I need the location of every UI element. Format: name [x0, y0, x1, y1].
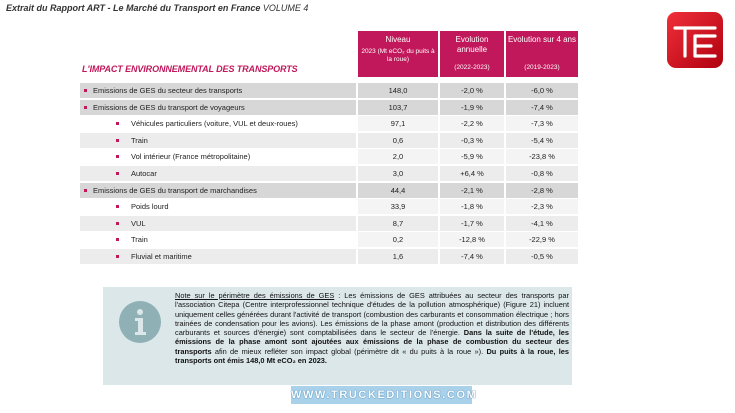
table-cell: -2,8 % — [506, 182, 578, 198]
table-cell: 33,9 — [358, 199, 438, 215]
row-label: Emissions de GES du transport de marchan… — [93, 185, 257, 195]
table-cell: -7,3 % — [506, 116, 578, 132]
table-cell: 1,6 — [358, 249, 438, 264]
table-cell: -2,1 % — [440, 182, 504, 198]
table-cell: -5,4 % — [506, 132, 578, 148]
note-body: afin de mieux refléter son impact global… — [211, 346, 487, 356]
table-cell: 103,7 — [358, 99, 438, 115]
table-cell: -23,8 % — [506, 149, 578, 165]
row-background — [80, 99, 356, 115]
table-cell: -2,3 % — [506, 199, 578, 215]
row-label: Véhicules particuliers (voiture, VUL et … — [131, 119, 298, 129]
table-cell: -1,9 % — [440, 99, 504, 115]
row-background — [80, 215, 356, 231]
bullet — [84, 105, 87, 109]
row-label: Train — [131, 135, 148, 145]
table-cell: -2,0 % — [440, 83, 504, 98]
row-background — [80, 116, 356, 132]
note-body: : Les émissions de GES attribuées au sec… — [175, 291, 569, 338]
table-cell: -12,8 % — [440, 232, 504, 248]
row-label: Fluvial et maritime — [131, 252, 192, 261]
table-cell: -6,0 % — [506, 83, 578, 98]
row-label: Emissions de GES du secteur des transpor… — [93, 86, 243, 95]
table-title: L'IMPACT ENVIRONNEMENTAL DES TRANSPORTS — [82, 64, 298, 74]
table-cell: -0,8 % — [506, 166, 578, 181]
info-icon — [119, 301, 161, 343]
logo — [667, 12, 723, 68]
row-label: Poids lourd — [131, 202, 169, 212]
column-title: Niveau — [385, 35, 411, 44]
table-cell: -1,8 % — [440, 199, 504, 215]
bullet — [84, 188, 87, 192]
row-background — [80, 249, 356, 264]
table-cell: 3,0 — [358, 166, 438, 181]
header: Extrait du Rapport ART - Le Marché du Tr… — [6, 3, 308, 13]
table-cell: +6,4 % — [440, 166, 504, 181]
column-title: Evolution annuelle — [455, 35, 489, 54]
row-background — [80, 199, 356, 215]
column-header: Evolution sur 4 ans (2019-2023) — [506, 31, 578, 77]
table-cell: -7,4 % — [506, 99, 578, 115]
note-text: Note sur le périmètre des émissions de G… — [175, 291, 569, 365]
column-header: Evolution annuelle (2022-2023) — [440, 31, 504, 77]
bullet — [116, 221, 119, 225]
table-cell: -1,7 % — [440, 215, 504, 231]
table-cell: -22,9 % — [506, 232, 578, 248]
bullet — [116, 255, 119, 258]
bullet — [116, 205, 119, 209]
bullet — [84, 89, 87, 92]
table-cell: -4,1 % — [506, 215, 578, 231]
header-volume: VOLUME 4 — [262, 3, 309, 13]
column-title: Evolution sur 4 ans — [507, 35, 577, 44]
column-subtitle: 2023 (Mt eCO₂ du puits à la roue) — [361, 48, 435, 63]
table-cell: -7,4 % — [440, 249, 504, 264]
table-cell: 0,2 — [358, 232, 438, 248]
bullet — [116, 155, 119, 159]
table-cell: -0,5 % — [506, 249, 578, 264]
row-background — [80, 132, 356, 148]
row-background — [80, 166, 356, 181]
column-header: Niveau 2023 (Mt eCO₂ du puits à la roue) — [358, 31, 438, 77]
table-cell: 44,4 — [358, 182, 438, 198]
row-background — [80, 83, 356, 98]
table-cell: 0,6 — [358, 132, 438, 148]
row-background — [80, 149, 356, 165]
row-label: Vol intérieur (France métropolitaine) — [131, 152, 251, 162]
table-cell: 148,0 — [358, 83, 438, 98]
row-background — [80, 232, 356, 248]
table-cell: 2,0 — [358, 149, 438, 165]
table-cell: -2,2 % — [440, 116, 504, 132]
bullet — [116, 122, 119, 126]
note-box — [103, 287, 572, 385]
row-label: VUL — [131, 218, 146, 228]
row-background — [80, 182, 356, 198]
column-subtitle: (2022-2023) — [454, 64, 490, 71]
watermark: WWW.TRUCKEDITIONS.COM — [291, 386, 476, 404]
bullet — [116, 138, 119, 142]
note-bold: Du puits à la roue, les transports ont é… — [175, 346, 570, 366]
table-cell: -5,9 % — [440, 149, 504, 165]
row-label: Emissions de GES du transport de voyageu… — [93, 102, 245, 112]
bullet — [116, 238, 119, 242]
row-label: Autocar — [131, 169, 157, 178]
note-bold: Dans la suite de l'étude, les émissions … — [175, 328, 569, 356]
table-cell: 97,1 — [358, 116, 438, 132]
note-lead: Note sur le périmètre des émissions de G… — [175, 291, 335, 300]
table-cell: -0,3 % — [440, 132, 504, 148]
header-title: Extrait du Rapport ART - Le Marché du Tr… — [6, 3, 261, 13]
row-label: Train — [131, 235, 148, 245]
table-cell: 8,7 — [358, 215, 438, 231]
bullet — [116, 172, 119, 175]
column-subtitle: (2019-2023) — [524, 64, 560, 71]
